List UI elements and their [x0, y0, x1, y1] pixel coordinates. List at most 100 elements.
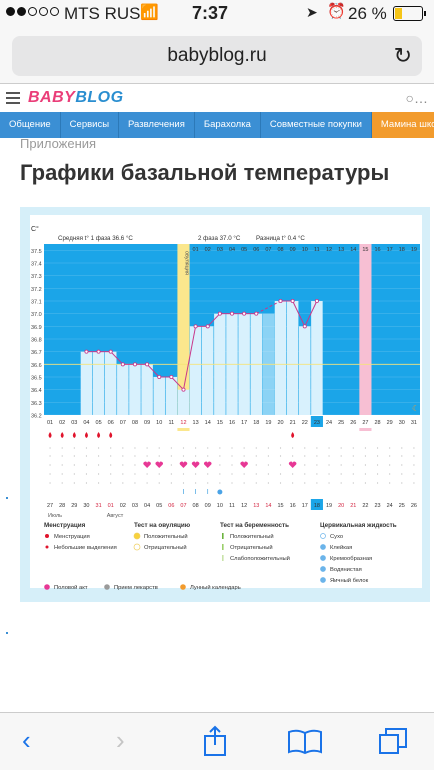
marker-slot	[389, 482, 391, 484]
date-label-top: 11	[168, 420, 174, 426]
marker-slot	[49, 455, 51, 457]
site-logo[interactable]: BABYBLOG	[28, 89, 124, 106]
bookmarks-icon[interactable]	[287, 729, 323, 755]
back-icon[interactable]: ‹	[22, 725, 31, 755]
cycle-day-top: 05	[241, 247, 247, 253]
date-label-top: 22	[302, 420, 308, 426]
nav-item[interactable]: Барахолка	[195, 112, 261, 138]
menstruation-drop-icon	[97, 432, 101, 438]
cycle-day-top: 13	[338, 247, 344, 253]
temperature-bar	[201, 326, 214, 415]
marker-slot	[352, 455, 354, 457]
marker-slot	[352, 447, 354, 449]
date-label-bottom: 19	[326, 503, 332, 509]
ovulation-test-icon	[133, 543, 141, 551]
date-label-bottom: 12	[241, 503, 247, 509]
marker-slot	[340, 464, 342, 466]
temperature-point	[254, 311, 259, 316]
marker-slot	[292, 447, 294, 449]
menstruation-legend-item: Менструация	[54, 534, 90, 540]
cycle-day-top: 02	[205, 247, 211, 253]
date-label-bottom: 15	[277, 503, 283, 509]
temperature-bar	[153, 377, 165, 415]
marker-slot	[292, 473, 294, 475]
marker-slot	[85, 482, 88, 484]
egg-white-icon	[217, 489, 223, 495]
nav-item[interactable]: Сервисы	[61, 112, 120, 138]
clock: 7:37	[192, 3, 229, 23]
date-label-top: 26	[350, 420, 356, 426]
date-label-top: 19	[265, 420, 271, 426]
date-label-top: 14	[205, 420, 211, 426]
marker-slot	[49, 482, 51, 484]
nav-item[interactable]: Развлечения	[119, 112, 195, 138]
y-tick-label: 36.2	[31, 414, 42, 420]
marker-slot	[158, 447, 160, 449]
sticky-mucus-icon: I	[195, 489, 197, 496]
date-label-bottom: 18	[314, 503, 320, 509]
marker-slot	[73, 455, 75, 457]
y-tick-label: 37.2	[31, 287, 42, 293]
marker-slot	[49, 447, 51, 449]
tabs-icon[interactable]	[378, 727, 408, 755]
cervical-fluid-legend-item: Клейкая	[330, 544, 352, 551]
address-field[interactable]: babyblog.ru ↻	[12, 36, 422, 76]
y-tick-label: 36.9	[31, 325, 42, 331]
marker-slot	[364, 482, 367, 484]
marker-slot	[207, 473, 209, 475]
marker-slot	[328, 464, 330, 466]
marker-slot	[364, 447, 367, 449]
date-label-bottom: 27	[47, 503, 53, 509]
marker-slot	[389, 473, 391, 475]
cervical-fluid-icon	[320, 566, 326, 572]
marker-slot	[49, 473, 51, 475]
y-tick-label: 37.4	[31, 262, 42, 268]
share-icon[interactable]	[202, 725, 228, 757]
nav-item[interactable]: Мамина школа	[371, 112, 434, 138]
main-nav: Общение Сервисы Развлечения Барахолка Со…	[0, 112, 434, 138]
temperature-line	[292, 300, 306, 327]
marker-slot	[304, 447, 306, 449]
date-label-top: 06	[108, 420, 114, 426]
marker-slot	[255, 473, 257, 475]
pregnancy-test-icon	[222, 544, 224, 550]
reload-icon[interactable]: ↻	[393, 43, 412, 68]
marker-slot	[255, 447, 257, 449]
marker-slot	[413, 447, 415, 449]
temperature-point	[120, 362, 125, 367]
menu-icon[interactable]	[6, 92, 20, 107]
temperature-bar	[117, 364, 129, 415]
nav-item[interactable]: Общение	[0, 112, 61, 138]
menstruation-drop-icon	[48, 432, 52, 438]
marker-slot	[401, 455, 403, 457]
marker-slot	[279, 447, 282, 449]
date-label-bottom: 06	[168, 503, 174, 509]
temperature-line	[110, 351, 124, 365]
cycle-day-top: 03	[217, 247, 223, 253]
menstruation-drop-icon	[291, 432, 295, 438]
marker-slot	[170, 455, 172, 457]
heart-icon	[240, 461, 248, 468]
pregnancy-test-icon	[222, 555, 224, 561]
temperature-point	[229, 311, 234, 316]
breadcrumb[interactable]: Приложения	[20, 136, 97, 151]
marker-slot	[146, 473, 148, 475]
marker-slot	[316, 447, 318, 449]
forward-icon[interactable]: ›	[116, 725, 125, 755]
date-label-bottom: 21	[350, 503, 356, 509]
marker-slot	[158, 455, 160, 457]
marker-slot	[304, 473, 306, 475]
marker-slot	[134, 447, 136, 449]
date-label-bottom: 05	[156, 503, 162, 509]
y-tick-label: 37.1	[31, 300, 42, 306]
url-text: babyblog.ru	[167, 45, 267, 66]
marker-slot	[110, 473, 112, 475]
marker-slot	[243, 482, 245, 484]
marker-slot	[219, 455, 221, 457]
date-label-top: 23	[314, 420, 320, 426]
marker-slot	[134, 455, 136, 457]
legend-bottom-item: Половой акт	[54, 584, 88, 591]
chat-icon[interactable]: ○…	[405, 90, 428, 106]
marker-slot	[146, 482, 148, 484]
nav-item[interactable]: Совместные покупки	[261, 112, 372, 138]
